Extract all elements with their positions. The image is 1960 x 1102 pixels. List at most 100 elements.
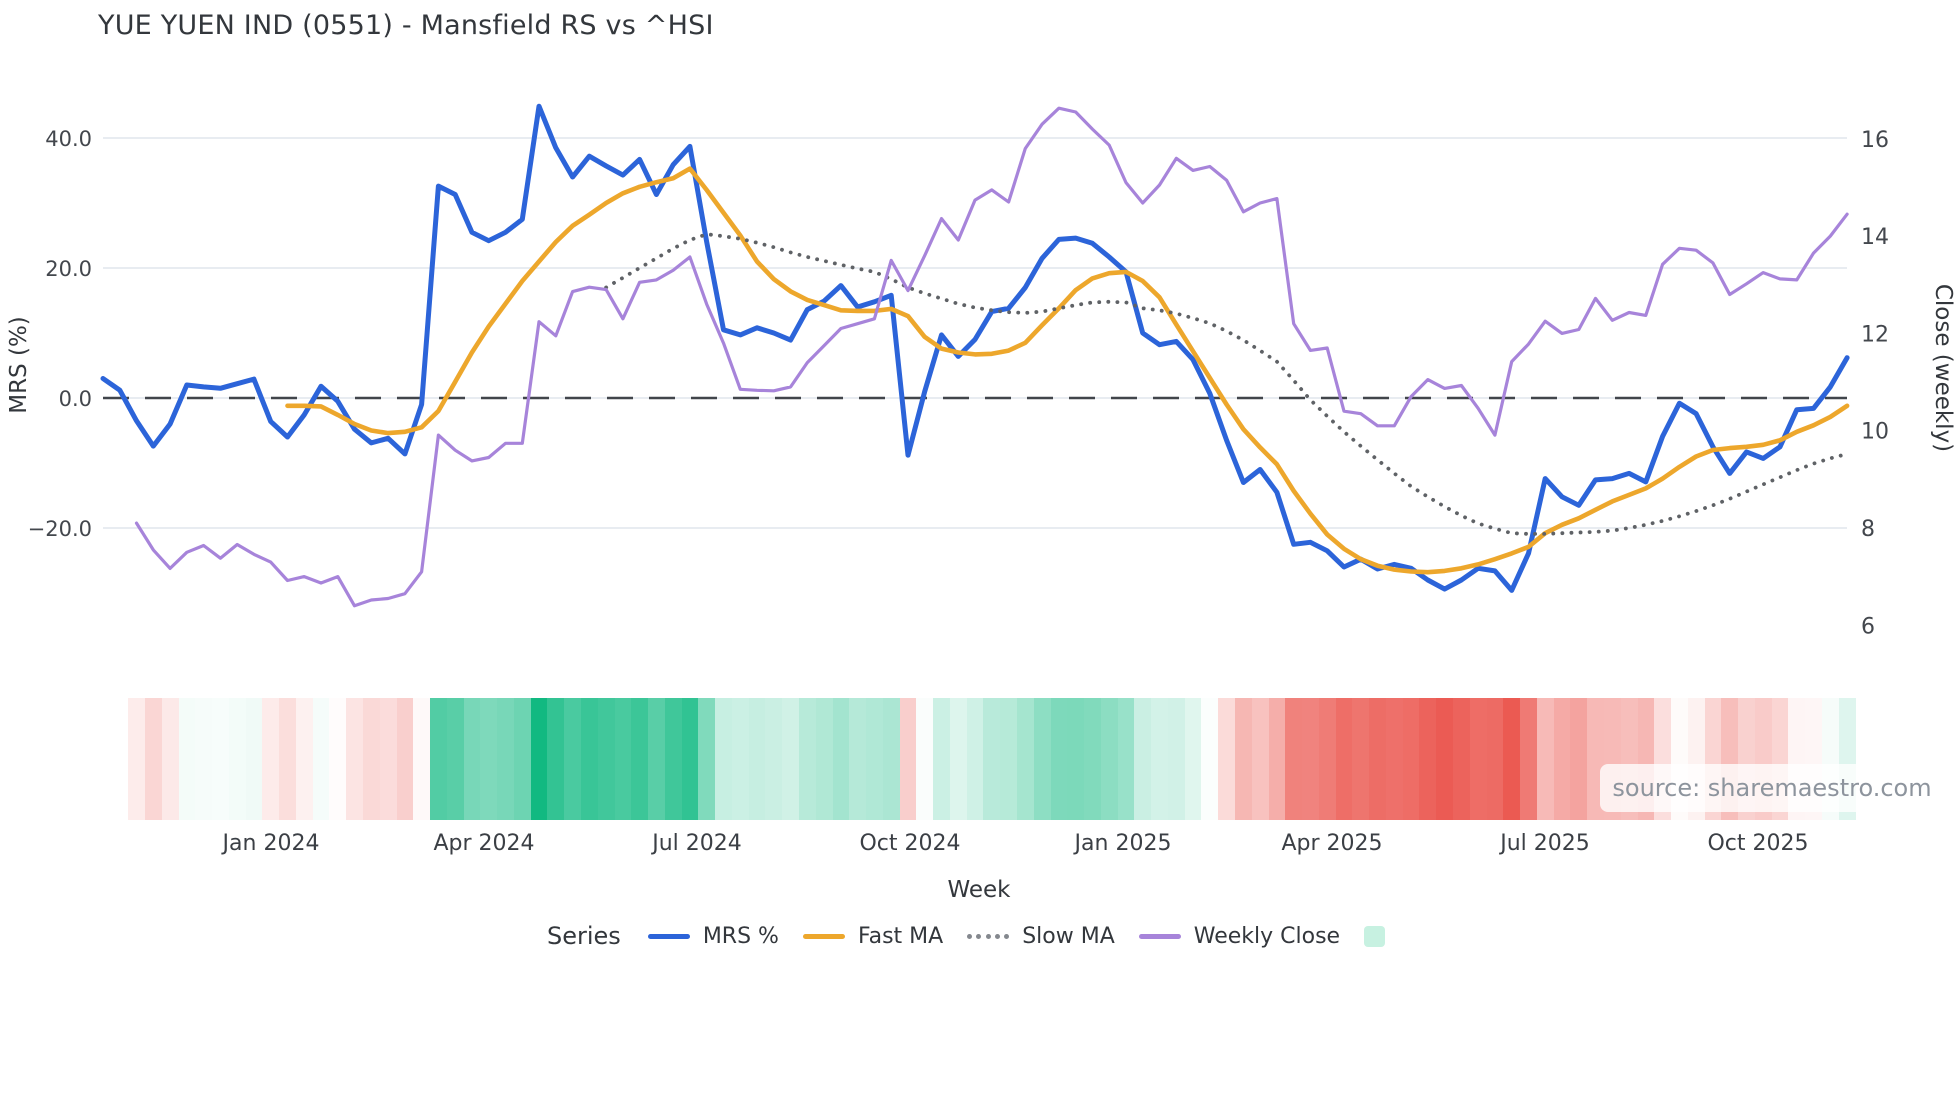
y-tick-right-14: 14 (1861, 225, 1889, 250)
series-mrs- (100, 103, 1850, 593)
heatmap-cell (849, 698, 867, 820)
heatmap-cell (782, 698, 800, 820)
heatmap-cell (614, 698, 632, 820)
y-tick-left-−20.0: −20.0 (28, 517, 92, 541)
heatmap-cell (1050, 698, 1068, 820)
x-tick-jul-2025: Jul 2025 (1500, 831, 1590, 856)
legend-swatch-mrs (647, 933, 690, 939)
heatmap-cell (832, 698, 850, 820)
heatmap-cell (664, 698, 683, 820)
legend-swatch-fast-ma (802, 933, 845, 939)
heatmap-cell (396, 698, 414, 820)
heatmap-cell (413, 698, 431, 820)
source-watermark: source: sharemaestro.com (1600, 764, 1944, 812)
x-axis-tick-labels: Jan 2024 Apr 2024 Jul 2024 Oct 2024 Jan 2025… (0, 831, 1960, 861)
heatmap-cell (681, 698, 699, 820)
legend-items: MRS % Fast MA Slow MA Weekly Close (647, 923, 1409, 949)
plot-area: 40.0 20.0 0.0 −20.0 16 14 12 10 8 6 MRS (%) Close (… (6, 103, 1956, 639)
heatmap-cell (346, 698, 364, 820)
heatmap-cell (178, 698, 196, 820)
heatmap-cell (1184, 698, 1202, 820)
heatmap-cell (1385, 698, 1404, 820)
heatmap-cell (949, 698, 968, 820)
heatmap-cell (161, 698, 179, 820)
legend-swatch-heatmap (1364, 925, 1386, 947)
heatmap-cell (1000, 698, 1018, 820)
heatmap-cell (1570, 698, 1588, 820)
heatmap-cell (1536, 698, 1555, 820)
heatmap-cell (312, 698, 330, 820)
heatmap-cell (648, 698, 666, 820)
heatmap-cell (1251, 698, 1269, 820)
heatmap-cell (715, 698, 733, 820)
heatmap-cell (379, 698, 397, 820)
y-tick-right-8: 8 (1861, 517, 1875, 542)
heatmap-cell (731, 698, 750, 820)
heatmap-cell (513, 698, 532, 820)
heatmap-cell (1151, 698, 1169, 820)
legend-label-fast-ma: Fast MA (857, 923, 944, 949)
heatmap-cell (882, 698, 901, 820)
heatmap-cell (1453, 698, 1471, 820)
heatmap-cell (866, 698, 884, 820)
x-axis-title: Week (947, 877, 1011, 903)
heatmap-cell (1469, 698, 1488, 820)
y-tick-right-16: 16 (1861, 128, 1889, 153)
heatmap-cell (262, 698, 280, 820)
heatmap-cell (966, 698, 984, 820)
legend-item-mrs: MRS % (647, 924, 779, 949)
y-tick-left-40.0: 40.0 (45, 127, 92, 151)
legend-item-weekly-close: Weekly Close (1138, 923, 1341, 949)
chart-title: YUE YUEN IND (0551) - Mansfield RS vs ^H… (98, 10, 714, 41)
heatmap-cell (983, 698, 1001, 820)
x-tick-apr-2025: Apr 2025 (1281, 831, 1383, 856)
x-tick-jan-2024: Jan 2024 (222, 831, 320, 856)
heatmap-cell (212, 698, 230, 820)
y-tick-right-12: 12 (1861, 322, 1889, 347)
legend-label-weekly-close: Weekly Close (1193, 923, 1341, 949)
legend-swatch-slow-ma (967, 933, 1010, 939)
heatmap-cell (1084, 698, 1102, 820)
legend-label-slow-ma: Slow MA (1022, 923, 1115, 949)
heatmap-cell (1302, 698, 1320, 820)
x-tick-jan-2025: Jan 2025 (1074, 831, 1172, 856)
x-tick-jul-2024: Jul 2024 (652, 831, 742, 856)
heatmap-cell (245, 698, 263, 820)
heatmap-cell (765, 698, 783, 820)
heatmap-cell (631, 698, 649, 820)
heatmap-cell (446, 698, 465, 820)
heatmap-cell (564, 698, 582, 820)
heatmap-cell (1268, 698, 1286, 820)
y-tick-right-6: 6 (1861, 614, 1875, 639)
heatmap-cell (1218, 698, 1236, 820)
heatmap-cell (1436, 698, 1454, 820)
x-tick-apr-2024: Apr 2024 (433, 831, 535, 856)
heatmap-cell (799, 698, 817, 820)
heatmap-cell (1033, 698, 1051, 820)
heatmap-cell (899, 698, 917, 820)
heatmap-cell (1285, 698, 1303, 820)
heatmap-cell (597, 698, 615, 820)
heatmap-cell (430, 698, 448, 820)
heatmap-cell (128, 698, 146, 820)
heatmap-cell (1369, 698, 1387, 820)
heatmap-cell (279, 698, 297, 820)
heatmap-cell (933, 698, 951, 820)
heatmap-cell (1419, 698, 1437, 820)
heatmap-cell (480, 698, 498, 820)
heatmap-cell (362, 698, 381, 820)
heatmap-cell (1486, 698, 1504, 820)
heatmap-cell (815, 698, 833, 820)
legend-item-fast-ma: Fast MA (802, 923, 944, 949)
heatmap-cell (698, 698, 716, 820)
legend-item-slow-ma: Slow MA (967, 924, 1115, 949)
heatmap-cell (295, 698, 314, 820)
y-axis-title-right: Close (weekly) (1930, 284, 1956, 452)
y-tick-left-20.0: 20.0 (45, 257, 92, 281)
source-watermark-text: source: sharemaestro.com (1612, 774, 1932, 802)
heatmap-cell (463, 698, 481, 820)
heatmap-cell (1553, 698, 1571, 820)
heatmap-cell (1318, 698, 1337, 820)
heatmap-cell (580, 698, 599, 820)
